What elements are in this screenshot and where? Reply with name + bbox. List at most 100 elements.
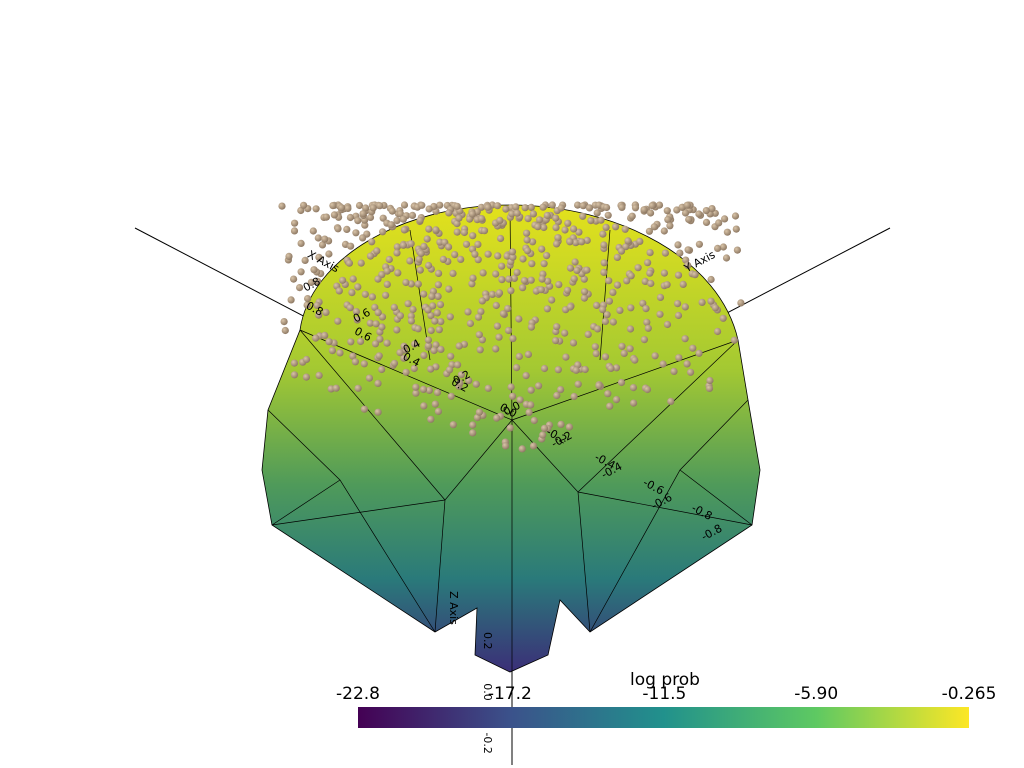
sample-point: [605, 297, 614, 305]
sample-point: [702, 218, 711, 226]
sample-point: [499, 310, 507, 318]
sample-point: [455, 214, 463, 222]
sample-point: [433, 309, 441, 317]
sample-point: [685, 215, 693, 224]
sample-point: [432, 341, 440, 349]
sample-point: [334, 317, 342, 325]
sample-point: [566, 238, 574, 246]
sample-point: [414, 325, 422, 333]
sample-point: [400, 354, 408, 362]
sample-point: [290, 371, 299, 379]
sample-point: [368, 293, 376, 301]
sample-point: [702, 207, 710, 215]
sample-point: [594, 325, 602, 333]
sample-point: [574, 380, 582, 388]
sample-point: [373, 247, 381, 255]
sample-point: [430, 346, 438, 355]
sample-point: [581, 288, 589, 296]
sample-point: [480, 227, 489, 235]
sample-point: [407, 240, 415, 248]
sample-point: [543, 211, 551, 220]
sample-point: [674, 271, 683, 279]
sample-point: [315, 253, 323, 261]
sample-point: [300, 201, 308, 209]
sample-point: [465, 377, 473, 385]
sample-point: [374, 379, 382, 387]
sample-point: [634, 264, 642, 272]
sample-point: [357, 337, 365, 346]
sample-point: [406, 257, 414, 265]
sample-point: [408, 211, 417, 219]
sample-point: [322, 308, 330, 316]
sample-point: [566, 264, 575, 272]
sample-point: [539, 431, 547, 439]
sample-point: [641, 277, 649, 285]
sample-point: [502, 442, 510, 450]
sample-point: [646, 249, 654, 257]
sample-point: [439, 255, 447, 263]
sample-point: [348, 289, 356, 297]
sample-point: [447, 352, 455, 360]
sample-point: [538, 245, 546, 253]
sample-point: [314, 277, 322, 285]
sample-point: [433, 388, 442, 397]
sample-point: [474, 256, 482, 264]
sample-point: [372, 320, 380, 328]
sample-point: [312, 205, 320, 213]
sample-point: [655, 201, 664, 209]
sample-point: [503, 252, 511, 260]
sample-point: [647, 279, 655, 288]
sample-point: [681, 209, 690, 217]
sample-point: [674, 241, 682, 249]
sample-point: [360, 360, 368, 368]
sample-point: [435, 269, 443, 277]
sample-point: [636, 237, 644, 245]
sample-point: [600, 259, 608, 267]
sample-point: [347, 338, 355, 346]
sample-point: [359, 210, 367, 218]
sample-point: [527, 401, 535, 409]
sample-point: [507, 287, 515, 295]
sample-point: [366, 213, 375, 221]
sample-point: [583, 236, 591, 244]
sample-point: [708, 205, 716, 213]
sample-point: [527, 276, 535, 284]
sample-point: [488, 290, 496, 298]
sample-point: [335, 287, 343, 295]
sample-point: [453, 220, 461, 228]
sample-point: [513, 209, 521, 217]
sample-point: [695, 349, 703, 357]
sample-point: [676, 249, 684, 257]
sample-point: [579, 212, 587, 220]
sample-point: [630, 399, 638, 407]
sample-point: [600, 268, 608, 276]
sample-point: [352, 229, 360, 237]
sample-point: [606, 402, 614, 410]
sample-point: [593, 209, 601, 217]
sample-point: [285, 252, 293, 260]
sample-point: [400, 201, 409, 209]
sample-point: [521, 204, 529, 212]
colorbar-ticks: -22.8 -17.2 -11.5 -5.90 -0.265: [336, 684, 996, 704]
sample-point: [631, 356, 639, 364]
sample-point: [584, 330, 592, 338]
colorbar: [358, 707, 969, 728]
sample-point: [572, 366, 580, 374]
sample-point: [527, 203, 535, 211]
sample-point: [515, 315, 523, 323]
sample-point: [449, 269, 457, 277]
sample-point: [557, 204, 565, 212]
sample-point: [714, 327, 722, 336]
sample-point: [530, 416, 538, 425]
sample-point: [580, 275, 588, 283]
sample-point: [415, 255, 423, 263]
sample-point: [519, 255, 527, 263]
sample-point: [631, 204, 640, 212]
sample-point: [730, 336, 739, 344]
point-cloud: [278, 201, 745, 453]
sample-point: [656, 310, 664, 318]
sample-point: [601, 353, 610, 361]
sample-point: [446, 366, 454, 374]
sample-point: [581, 365, 589, 374]
